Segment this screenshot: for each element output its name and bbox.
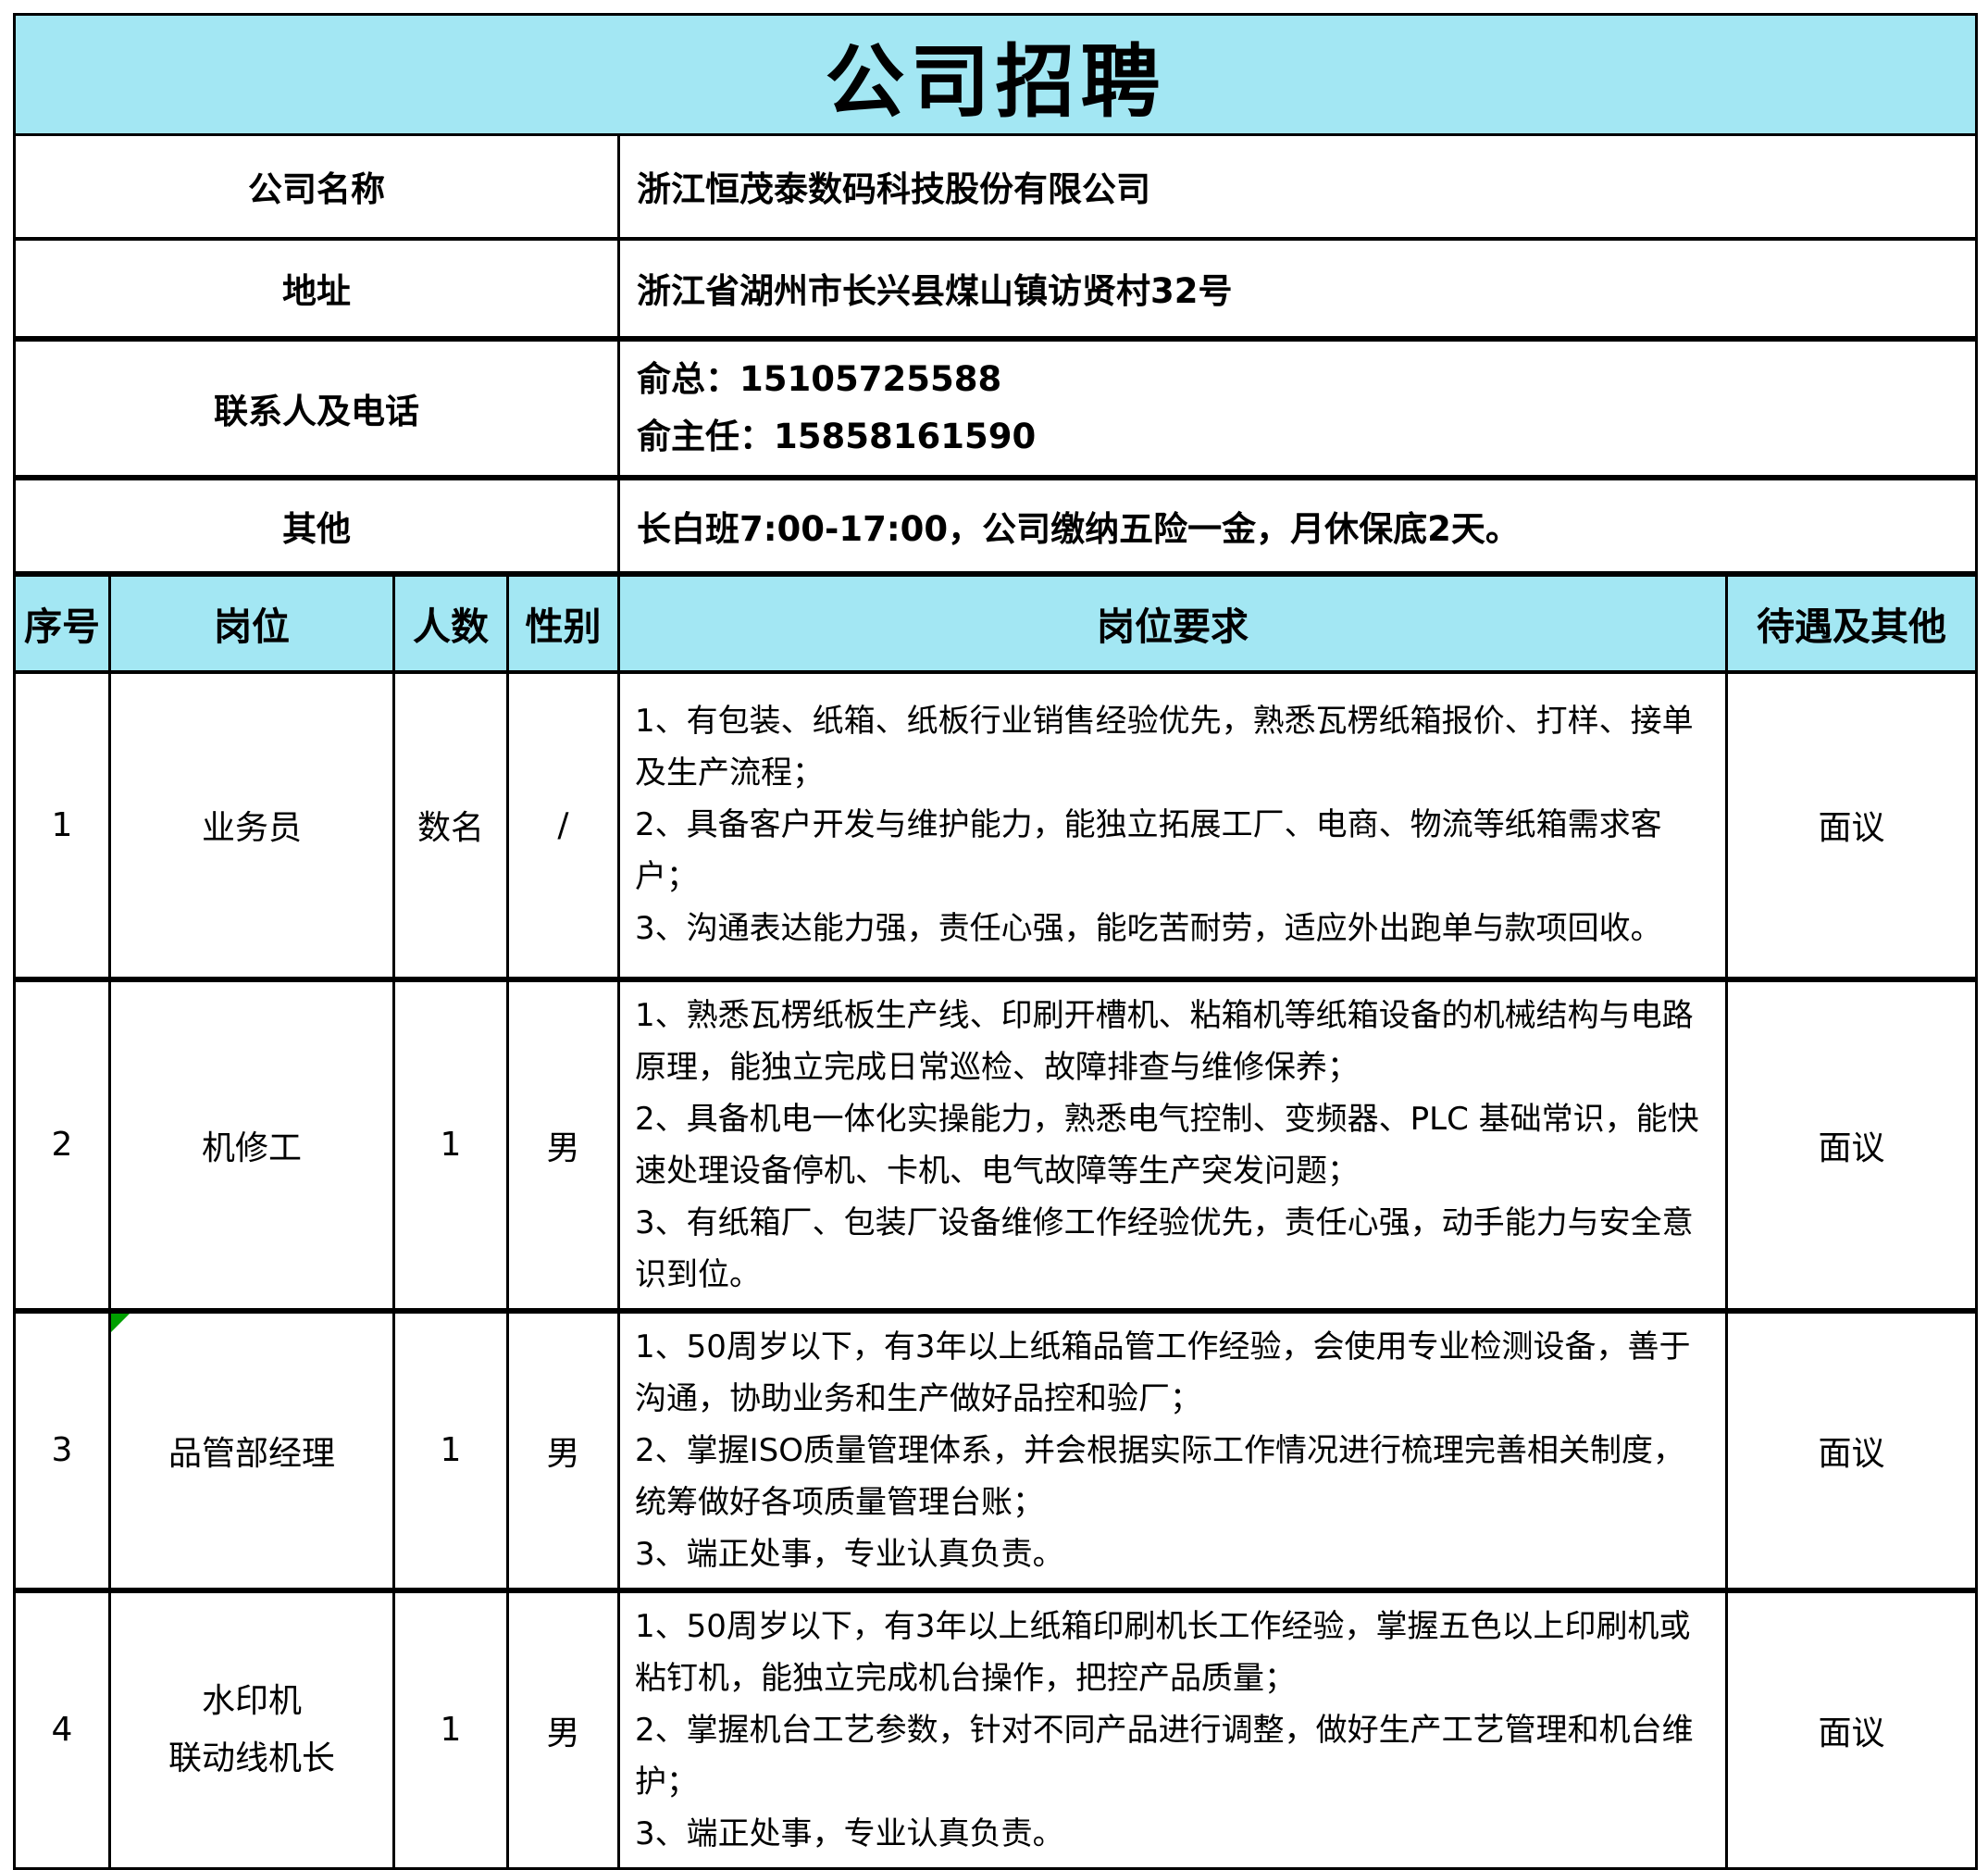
job-salary: 面议 [1724,1589,1979,1870]
job-gender: 男 [506,1309,620,1593]
recruitment-sheet: 公司招聘 公司名称 浙江恒茂泰数码科技股份有限公司 地址 浙江省湖州市长兴县煤山… [12,13,1979,1870]
job-position: 品管部经理 [108,1309,395,1593]
requirement-item: 2、掌握机台工艺参数，针对不同产品进行调整，做好生产工艺管理和机台维护； [635,1711,1694,1801]
job-no: 2 [13,978,111,1314]
job-position: 业务员 [108,670,395,982]
requirement-item: 1、50周岁以下，有3年以上纸箱品管工作经验，会使用专业检测设备，善于沟通，协助… [635,1328,1691,1417]
other-value: 长白班7:00-17:00，公司缴纳五险一金，月休保底2天。 [616,476,1979,577]
job-no: 1 [13,670,111,982]
job-position-label: 品管部经理 [168,1434,335,1473]
column-header-gender: 性别 [506,572,620,674]
job-count: 1 [392,1309,509,1593]
company-name-label: 公司名称 [13,133,620,241]
recruitment-table: 公司招聘 公司名称 浙江恒茂泰数码科技股份有限公司 地址 浙江省湖州市长兴县煤山… [12,13,1979,1870]
contact-value: 俞总：15105725588 俞主任：15858161590 [616,337,1979,480]
contact-label: 联系人及电话 [13,337,620,480]
job-count: 1 [392,978,509,1314]
address-value: 浙江省湖州市长兴县煤山镇访贤村32号 [616,237,1979,342]
company-name-value: 浙江恒茂泰数码科技股份有限公司 [616,133,1979,241]
job-requirements: 1、50周岁以下，有3年以上纸箱品管工作经验，会使用专业检测设备，善于沟通，协助… [617,1309,1728,1593]
requirement-item: 3、有纸箱厂、包装厂设备维修工作经验优先，责任心强，动手能力与安全意识到位。 [635,1203,1694,1293]
cell-error-indicator-icon [112,1313,130,1332]
requirement-item: 2、掌握ISO质量管理体系，并会根据实际工作情况进行梳理完善相关制度，统筹做好各… [635,1431,1685,1521]
requirement-item: 1、50周岁以下，有3年以上纸箱印刷机长工作经验，掌握五色以上印刷机或粘钉机，能… [635,1607,1691,1697]
job-no: 3 [13,1309,111,1593]
job-requirements: 1、有包装、纸箱、纸板行业销售经验优先，熟悉瓦楞纸箱报价、打样、接单及生产流程；… [617,670,1728,982]
job-gender: 男 [506,1589,620,1870]
job-requirements: 1、50周岁以下，有3年以上纸箱印刷机长工作经验，掌握五色以上印刷机或粘钉机，能… [617,1589,1728,1870]
requirement-item: 3、端正处事，专业认真负责。 [635,1535,1064,1573]
page-title: 公司招聘 [12,13,1979,136]
job-requirements: 1、熟悉瓦楞纸板生产线、印刷开槽机、粘箱机等纸箱设备的机械结构与电路原理，能独立… [617,978,1728,1314]
column-header-position: 岗位 [108,572,395,674]
requirement-item: 3、端正处事，专业认真负责。 [635,1814,1064,1852]
address-label: 地址 [13,237,620,342]
column-header-requirements: 岗位要求 [617,572,1728,674]
job-salary: 面议 [1724,670,1979,982]
requirement-item: 1、熟悉瓦楞纸板生产线、印刷开槽机、粘箱机等纸箱设备的机械结构与电路原理，能独立… [635,996,1694,1086]
table-row: 1 业务员 数名 / 1、有包装、纸箱、纸板行业销售经验优先，熟悉瓦楞纸箱报价、… [13,670,1979,982]
job-position: 机修工 [108,978,395,1314]
job-no: 4 [13,1589,111,1870]
job-salary: 面议 [1724,1309,1979,1593]
job-gender: / [506,670,620,982]
requirement-item: 2、具备机电一体化实操能力，熟悉电气控制、变频器、PLC 基础常识，能快速处理设… [635,1100,1699,1190]
table-row: 4 水印机 联动线机长 1 男 1、50周岁以下，有3年以上纸箱印刷机长工作经验… [13,1589,1979,1870]
table-row: 2 机修工 1 男 1、熟悉瓦楞纸板生产线、印刷开槽机、粘箱机等纸箱设备的机械结… [13,978,1979,1314]
table-row: 3 品管部经理 1 男 1、50周岁以下，有3年以上纸箱品管工作经验，会使用专业… [13,1309,1979,1593]
requirement-item: 1、有包装、纸箱、纸板行业销售经验优先，熟悉瓦楞纸箱报价、打样、接单及生产流程； [635,703,1694,792]
requirement-item: 2、具备客户开发与维护能力，能独立拓展工厂、电商、物流等纸箱需求客户； [635,806,1662,895]
requirement-item: 3、沟通表达能力强，责任心强，能吃苦耐劳，适应外出跑单与款项回收。 [635,910,1662,947]
job-salary: 面议 [1724,978,1979,1314]
column-header-salary: 待遇及其他 [1724,572,1979,674]
column-header-count: 人数 [392,572,509,674]
other-label: 其他 [13,476,620,577]
job-position: 水印机 联动线机长 [108,1589,395,1870]
job-count: 数名 [392,670,509,982]
job-gender: 男 [506,978,620,1314]
column-header-no: 序号 [13,572,111,674]
job-count: 1 [392,1589,509,1870]
